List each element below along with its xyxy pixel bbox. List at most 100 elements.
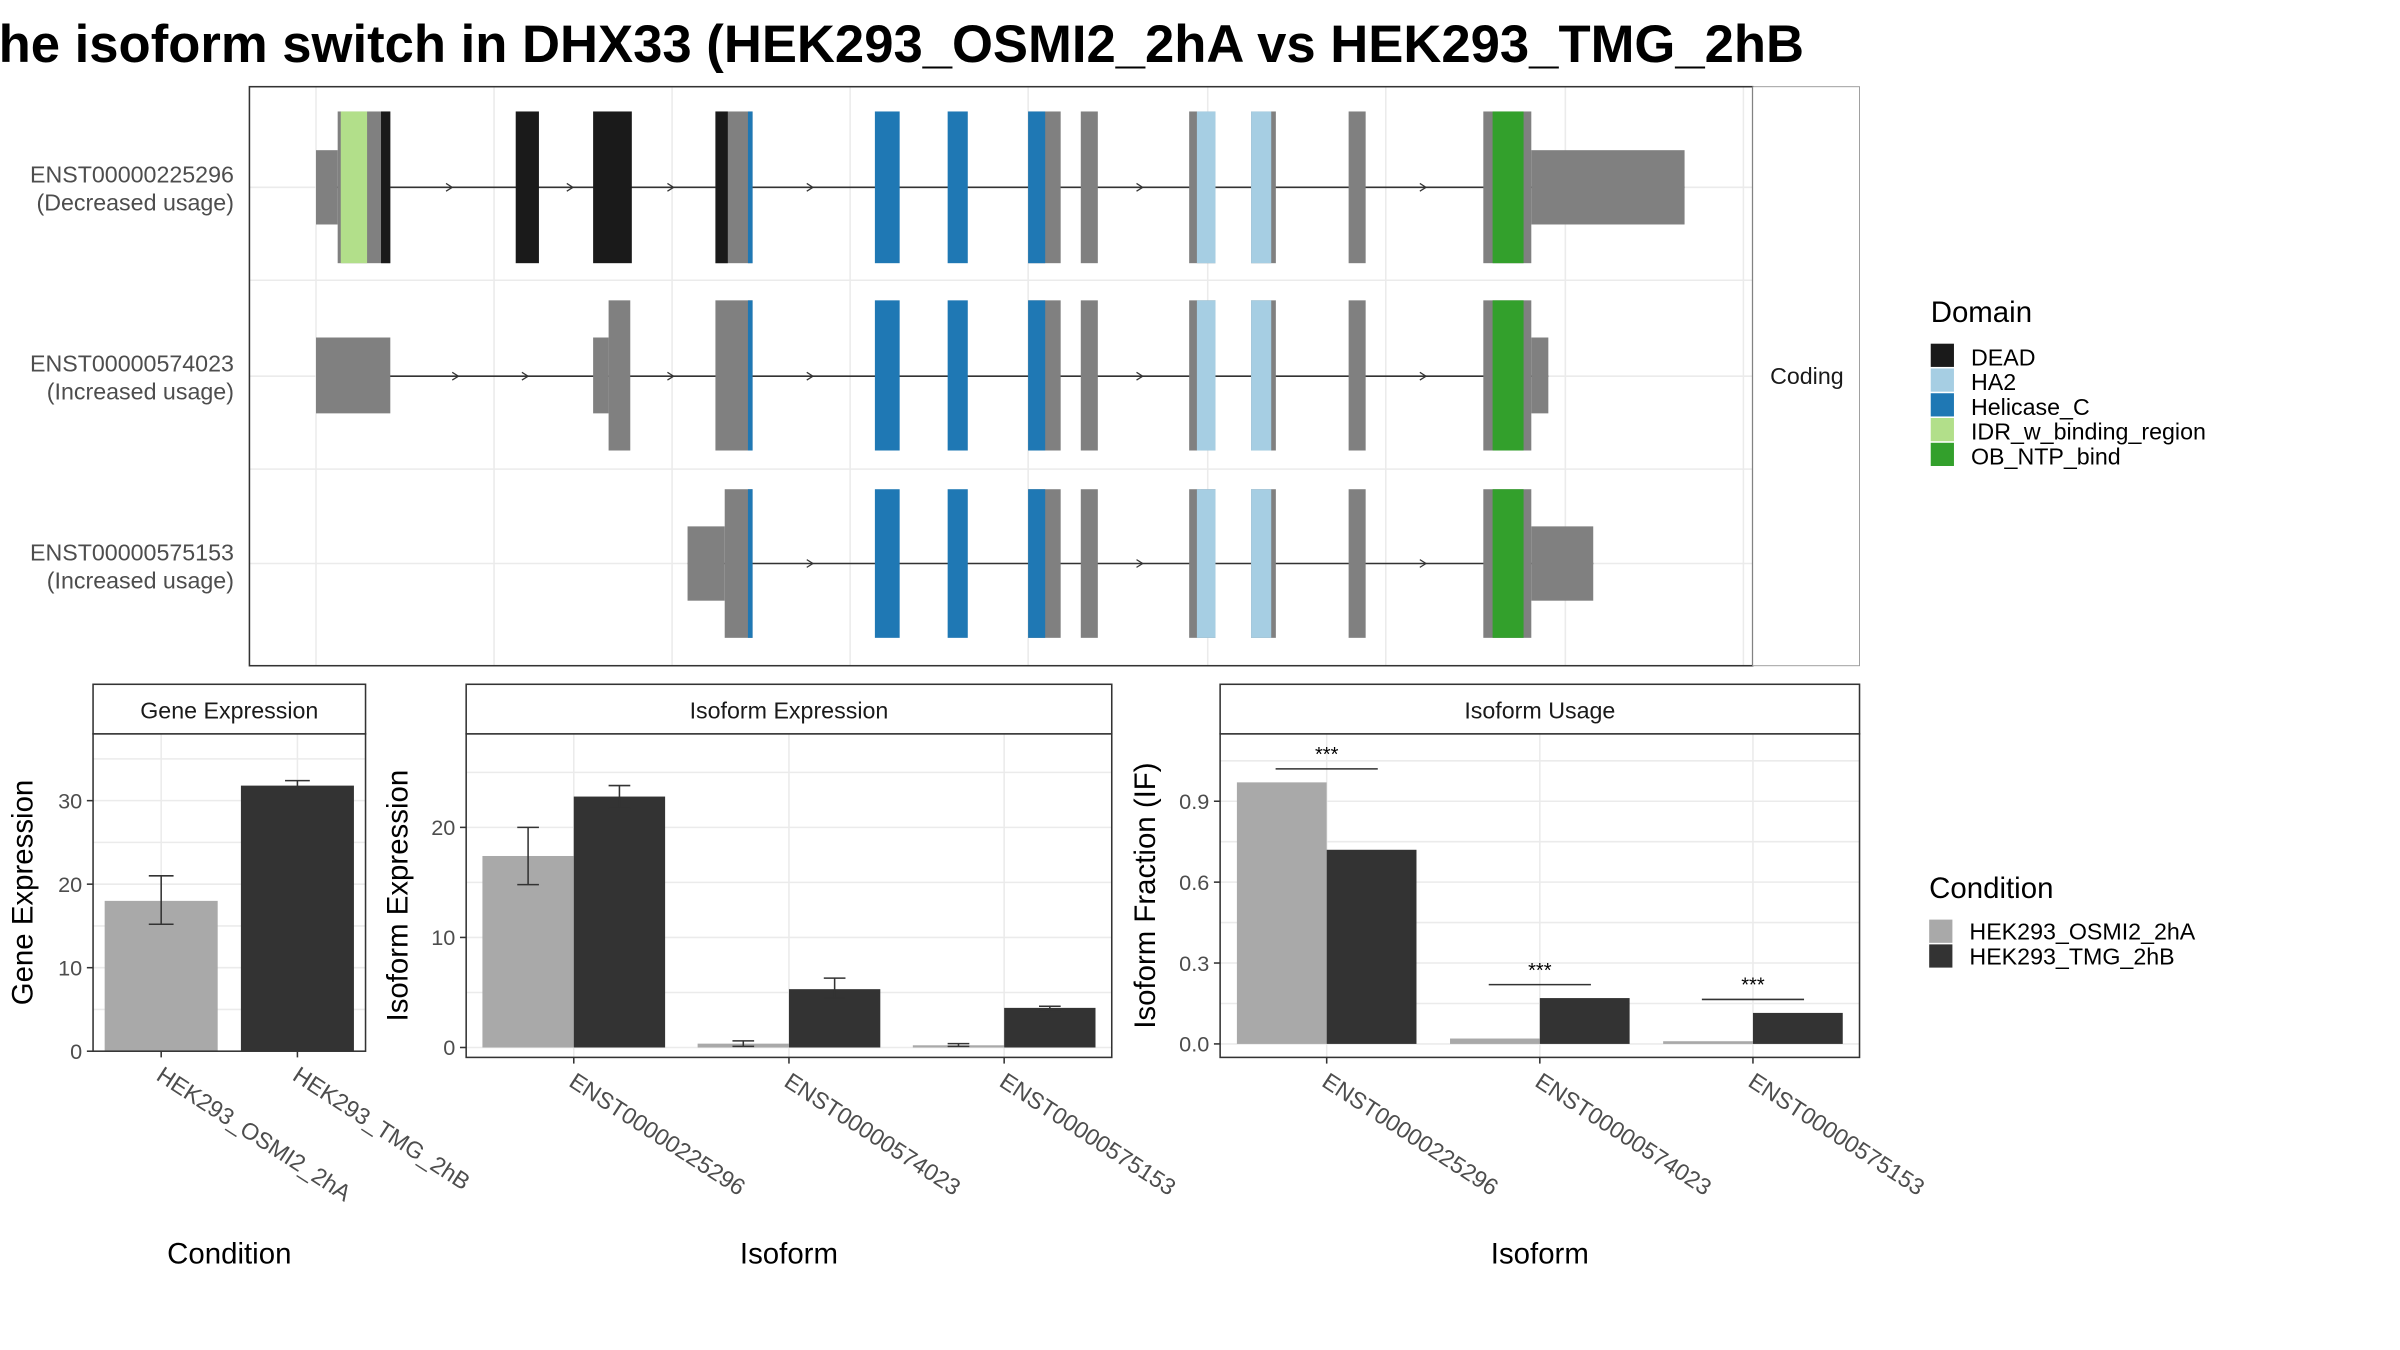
y-axis-title: Isoform Fraction (IF) bbox=[1129, 762, 1162, 1028]
x-tick-label: ENST00000225296 bbox=[1318, 1068, 1503, 1201]
exon-utr bbox=[1531, 526, 1594, 601]
y-tick-label: 10 bbox=[58, 955, 82, 980]
legend-label: DEAD bbox=[1971, 344, 2036, 370]
direction-arrow bbox=[1419, 182, 1428, 192]
bar bbox=[1752, 1012, 1843, 1044]
direction-arrow bbox=[806, 371, 815, 381]
significance-label: *** bbox=[1528, 960, 1552, 982]
transcript-track-225296 bbox=[315, 111, 1685, 264]
exon bbox=[1348, 111, 1366, 264]
domain-Helicase_C bbox=[874, 489, 900, 638]
exon bbox=[1348, 489, 1366, 638]
bar bbox=[788, 989, 881, 1048]
domain-IDR_w_binding_region bbox=[340, 111, 368, 264]
significance-label: *** bbox=[1315, 744, 1339, 766]
direction-arrow bbox=[451, 371, 460, 381]
bar bbox=[104, 900, 218, 1052]
domain-HA2 bbox=[1251, 300, 1272, 451]
transcript-label: ENST00000225296 bbox=[30, 162, 234, 188]
y-tick-label: 20 bbox=[58, 872, 82, 897]
domain-Helicase_C bbox=[747, 300, 753, 451]
legend-swatch-Helicase_C bbox=[1930, 393, 1954, 417]
legend-swatch-tmg bbox=[1929, 944, 1953, 968]
exon bbox=[608, 300, 631, 451]
legend-label: HA2 bbox=[1971, 369, 2016, 395]
legend-label: IDR_w_binding_region bbox=[1971, 419, 2206, 445]
direction-arrow bbox=[1419, 371, 1428, 381]
legend-swatch-HA2 bbox=[1930, 368, 1954, 392]
x-tick-label: ENST00000575153 bbox=[1744, 1068, 1929, 1201]
legend-label: HEK293_TMG_2hB bbox=[1969, 944, 2174, 970]
transcript-note: (Increased usage) bbox=[47, 378, 234, 404]
direction-arrow bbox=[445, 182, 454, 192]
exon-utr bbox=[687, 526, 725, 601]
direction-arrow bbox=[521, 371, 530, 381]
domain-DEAD bbox=[515, 111, 539, 264]
domain-Helicase_C bbox=[747, 111, 753, 264]
transcript-note: (Decreased usage) bbox=[36, 190, 233, 216]
bar bbox=[1663, 1041, 1753, 1044]
y-tick-label: 0.6 bbox=[1179, 870, 1209, 895]
chart-panel-1: Isoform Expression 0 10 20 ENST00000225296 EN… bbox=[381, 683, 1180, 1270]
x-tick-label: ENST00000574023 bbox=[780, 1068, 965, 1201]
condition-legend: Condition HEK293_OSMI2_2hA HEK293_TMG_2h… bbox=[1929, 872, 2196, 970]
direction-arrow bbox=[1419, 559, 1428, 568]
x-tick-label: ENST00000225296 bbox=[565, 1068, 750, 1201]
panel-title: Isoform Usage bbox=[1464, 697, 1615, 723]
y-tick-label: 0 bbox=[70, 1039, 82, 1064]
domain-HA2 bbox=[1196, 300, 1216, 451]
domain-Helicase_C bbox=[1028, 111, 1046, 264]
domain-HA2 bbox=[1196, 489, 1216, 638]
bar bbox=[1539, 998, 1630, 1044]
domain-Helicase_C bbox=[947, 111, 968, 264]
bar bbox=[482, 855, 574, 1048]
domain-Helicase_C bbox=[1028, 300, 1046, 451]
domain-Helicase_C bbox=[747, 489, 753, 638]
y-tick-label: 0.3 bbox=[1179, 951, 1209, 976]
domain-HA2 bbox=[1251, 111, 1272, 264]
x-tick-label: ENST00000574023 bbox=[1531, 1068, 1716, 1201]
direction-arrow bbox=[566, 182, 575, 192]
exon-utr bbox=[1531, 150, 1685, 225]
domain-HA2 bbox=[1196, 111, 1216, 264]
y-axis-title: Gene Expression bbox=[7, 780, 40, 1006]
domain-Helicase_C bbox=[874, 300, 900, 451]
y-tick-label: 20 bbox=[431, 815, 455, 840]
domain-Helicase_C bbox=[874, 111, 900, 264]
domain-OB_NTP_bind bbox=[1492, 111, 1524, 264]
direction-arrow bbox=[806, 182, 815, 192]
transcript-track-574023 bbox=[315, 300, 1549, 451]
domain-DEAD bbox=[381, 111, 391, 264]
y-tick-label: 10 bbox=[431, 925, 455, 950]
y-tick-label: 0.0 bbox=[1179, 1032, 1209, 1057]
facet-strip bbox=[1219, 683, 1861, 735]
exon-utr bbox=[315, 150, 338, 225]
y-tick-label: 0 bbox=[443, 1035, 455, 1060]
y-tick-label: 0.9 bbox=[1179, 789, 1209, 814]
x-axis-title: Isoform bbox=[740, 1237, 838, 1270]
domain-OB_NTP_bind bbox=[1492, 489, 1524, 638]
legend-label: HEK293_OSMI2_2hA bbox=[1969, 919, 2195, 945]
bar-charts: Gene Expression0102030HEK293_OSMI2_2hAHE… bbox=[7, 683, 1929, 1270]
direction-arrow bbox=[667, 371, 675, 381]
direction-arrow bbox=[667, 182, 675, 192]
bar bbox=[1326, 849, 1417, 1044]
domain-Helicase_C bbox=[947, 300, 968, 451]
bar bbox=[1236, 782, 1327, 1044]
legend-swatch-osmi2 bbox=[1929, 919, 1953, 943]
bar bbox=[1450, 1038, 1540, 1044]
legend-label: OB_NTP_bind bbox=[1971, 443, 2121, 469]
exon bbox=[1080, 300, 1098, 451]
transcript-note: (Increased usage) bbox=[47, 567, 234, 593]
panel-title: Isoform Expression bbox=[690, 697, 889, 723]
direction-arrow bbox=[806, 559, 815, 568]
exon-utr bbox=[315, 337, 391, 414]
direction-arrow bbox=[1136, 182, 1144, 192]
exon-utr bbox=[593, 337, 609, 414]
legend-swatch-DEAD bbox=[1930, 343, 1954, 367]
direction-arrow bbox=[1136, 559, 1144, 568]
transcript-label: ENST00000575153 bbox=[30, 539, 234, 565]
y-axis-title: Isoform Expression bbox=[381, 770, 414, 1022]
figure-title: he isoform switch in DHX33 (HEK293_OSMI2… bbox=[0, 15, 1804, 74]
